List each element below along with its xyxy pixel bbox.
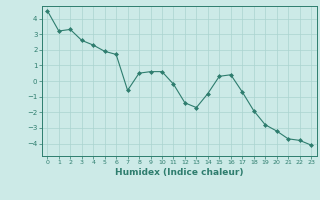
X-axis label: Humidex (Indice chaleur): Humidex (Indice chaleur) [115,168,244,177]
